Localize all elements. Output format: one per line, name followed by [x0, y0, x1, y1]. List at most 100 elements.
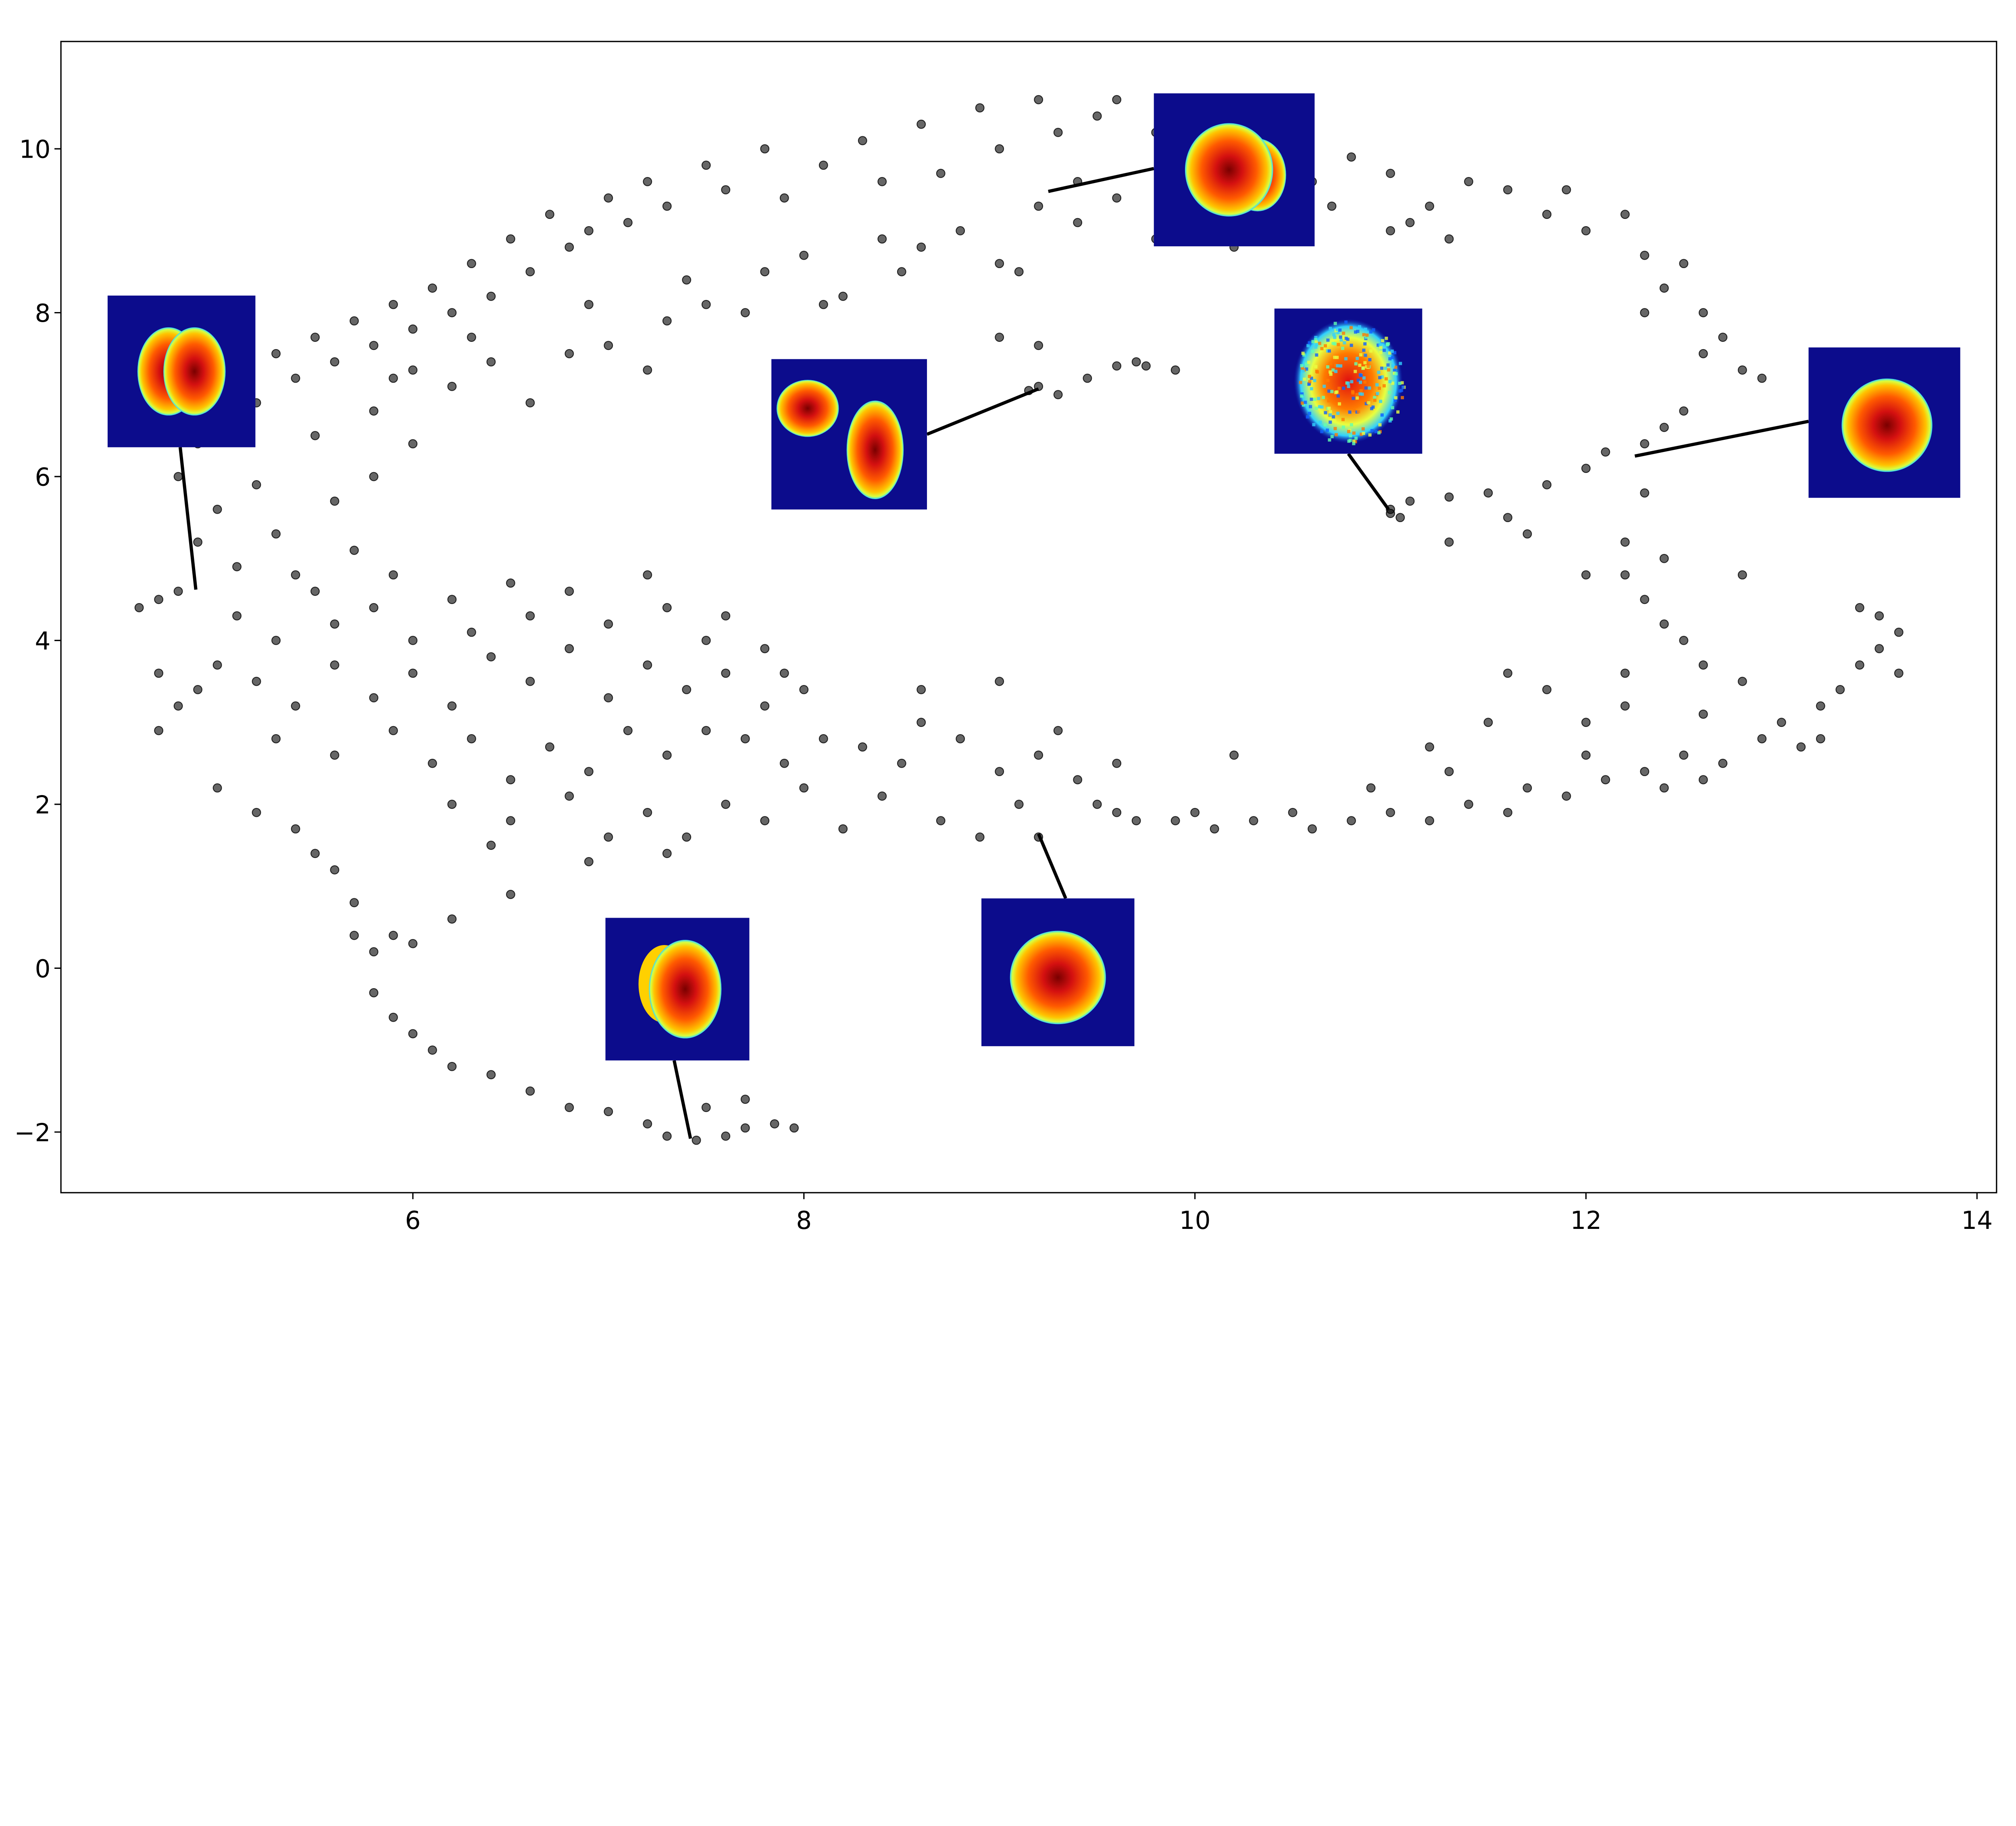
noise-pixel — [1303, 377, 1306, 381]
noise-pixel — [1302, 353, 1306, 357]
data-point — [916, 685, 926, 694]
data-point — [447, 382, 457, 391]
data-point — [193, 685, 202, 694]
data-point — [643, 365, 652, 375]
data-point — [1679, 750, 1689, 760]
data-point — [1620, 668, 1630, 678]
data-point — [818, 160, 828, 170]
data-point — [447, 701, 457, 711]
noise-pixel — [1347, 439, 1351, 443]
data-point — [173, 587, 183, 596]
noise-pixel — [1350, 326, 1353, 329]
data-point — [701, 300, 711, 309]
data-point — [1190, 808, 1200, 817]
noise-pixel — [1354, 370, 1357, 373]
data-point — [1522, 529, 1532, 539]
data-point — [799, 685, 809, 694]
data-point — [1053, 726, 1063, 735]
noise-pixel — [1388, 357, 1392, 360]
data-point — [486, 291, 496, 301]
noise-pixel — [1362, 376, 1366, 380]
noise-pixel — [1381, 339, 1384, 343]
data-point — [1816, 701, 1825, 711]
noise-pixel — [1301, 352, 1305, 355]
data-point — [662, 750, 672, 760]
noise-pixel — [1341, 418, 1345, 421]
inset-blob — [1185, 123, 1273, 217]
data-point — [428, 283, 437, 293]
data-point — [721, 668, 731, 678]
noise-pixel — [1333, 419, 1337, 423]
data-point — [779, 668, 789, 678]
noise-pixel — [1307, 383, 1311, 386]
noise-pixel — [1314, 343, 1318, 346]
data-point — [682, 832, 691, 842]
noise-pixel — [1333, 427, 1337, 430]
noise-pixel — [1314, 365, 1318, 369]
data-point — [1112, 808, 1122, 817]
data-point — [604, 1107, 613, 1116]
noise-pixel — [1300, 364, 1304, 368]
data-point — [1503, 513, 1512, 523]
data-point — [1131, 357, 1141, 366]
noise-pixel — [1322, 396, 1325, 399]
data-point — [858, 136, 867, 146]
inset-blob — [846, 400, 904, 499]
data-point — [369, 947, 379, 957]
data-point — [1464, 177, 1473, 186]
data-point — [408, 1029, 418, 1039]
data-point — [506, 234, 515, 244]
split-blob-inset — [107, 296, 256, 448]
data-point — [173, 472, 183, 481]
data-point — [584, 300, 594, 309]
noise-pixel — [1327, 349, 1331, 353]
noise-pixel — [1335, 356, 1339, 359]
data-point — [701, 726, 711, 735]
data-point — [486, 357, 496, 366]
data-point — [447, 595, 457, 604]
data-point — [1757, 373, 1767, 383]
data-point — [1444, 492, 1454, 502]
noise-pixel — [1335, 327, 1339, 331]
data-point — [350, 316, 359, 326]
noise-pixel — [1311, 350, 1314, 353]
noise-pixel — [1363, 380, 1367, 384]
noise-pixel — [1324, 344, 1327, 348]
data-point — [1503, 808, 1512, 817]
data-point — [1835, 685, 1845, 694]
data-point — [1034, 95, 1043, 104]
data-point — [1562, 791, 1571, 801]
data-point — [1425, 816, 1434, 825]
noise-pixel — [1320, 405, 1324, 409]
data-point — [1386, 169, 1395, 178]
data-point — [310, 587, 320, 596]
x-tick-label: 8 — [796, 1206, 812, 1235]
noise-pixel — [1309, 405, 1312, 408]
oval-blob-inset — [1808, 347, 1960, 498]
data-point — [330, 496, 339, 506]
data-point — [1620, 210, 1630, 219]
data-point — [369, 603, 379, 612]
noise-pixel — [1332, 333, 1336, 337]
data-point — [1659, 783, 1669, 793]
data-point — [212, 504, 222, 514]
data-point — [486, 652, 496, 662]
crescent-blob-inset — [605, 918, 750, 1061]
data-point — [467, 734, 476, 743]
noise-pixel — [1361, 427, 1365, 431]
round-blob-inset — [981, 898, 1135, 1046]
data-point — [1347, 816, 1356, 825]
data-point — [740, 308, 750, 317]
data-point — [1542, 480, 1552, 489]
data-point — [350, 931, 359, 940]
data-point — [291, 373, 300, 383]
noise-pixel — [1329, 362, 1332, 365]
noise-pixel — [1308, 341, 1311, 345]
data-point — [1366, 783, 1376, 793]
noise-pixel — [1300, 394, 1304, 398]
data-point — [897, 267, 906, 277]
noise-pixel — [1371, 405, 1375, 409]
noise-pixel — [1375, 383, 1379, 387]
data-point — [701, 636, 711, 645]
noise-pixel — [1385, 343, 1389, 347]
